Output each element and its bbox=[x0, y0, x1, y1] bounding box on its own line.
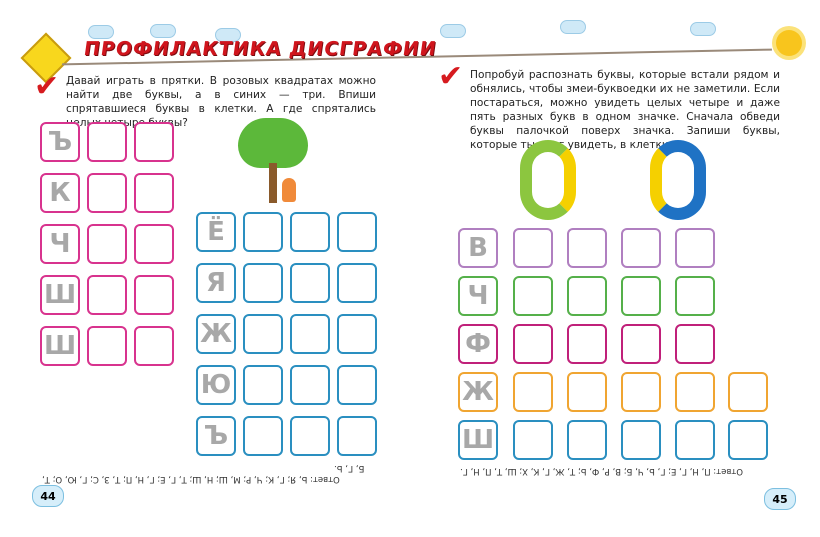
cloud-icon bbox=[88, 25, 114, 39]
letter-symbol: Ъ bbox=[196, 416, 236, 456]
green-snake-illustration bbox=[520, 140, 576, 220]
answer-box[interactable] bbox=[567, 228, 607, 268]
answer-box[interactable] bbox=[290, 416, 330, 456]
answer-box[interactable] bbox=[675, 420, 715, 460]
page-number-left: 44 bbox=[32, 485, 64, 507]
letter-symbol: Ч bbox=[458, 276, 498, 316]
answer-box[interactable] bbox=[337, 365, 377, 405]
page-title: ПРОФИЛАКТИКА ДИСГРАФИИ bbox=[82, 38, 439, 60]
cloud-icon bbox=[560, 20, 586, 34]
letter-symbol: Ф bbox=[458, 324, 498, 364]
answer-box[interactable] bbox=[513, 324, 553, 364]
answer-box[interactable] bbox=[621, 228, 661, 268]
answer-box[interactable] bbox=[675, 372, 715, 412]
left-answer-line2: Б, Г, Ь. bbox=[334, 463, 365, 473]
checkmark-icon: ✔ bbox=[34, 69, 60, 104]
answer-box[interactable] bbox=[513, 276, 553, 316]
answer-box[interactable] bbox=[513, 372, 553, 412]
answer-box[interactable] bbox=[134, 173, 174, 213]
answer-box[interactable] bbox=[567, 372, 607, 412]
answer-box[interactable] bbox=[337, 212, 377, 252]
answer-box[interactable] bbox=[337, 314, 377, 354]
answer-box[interactable] bbox=[87, 122, 127, 162]
answer-box[interactable] bbox=[337, 416, 377, 456]
cloud-icon bbox=[215, 28, 241, 42]
letter-symbol: В bbox=[458, 228, 498, 268]
letter-symbol: Ш bbox=[40, 326, 80, 366]
cloud-icon bbox=[150, 24, 176, 38]
answer-box[interactable] bbox=[243, 416, 283, 456]
answer-box[interactable] bbox=[513, 420, 553, 460]
letter-symbol: Ъ bbox=[40, 122, 80, 162]
sun-icon bbox=[776, 30, 802, 56]
answer-box[interactable] bbox=[728, 420, 768, 460]
answer-box[interactable] bbox=[728, 372, 768, 412]
right-task-text: Попробуй распознать буквы, которые встал… bbox=[470, 69, 780, 151]
answer-box[interactable] bbox=[621, 276, 661, 316]
answer-box[interactable] bbox=[87, 326, 127, 366]
answer-box[interactable] bbox=[621, 324, 661, 364]
cloud-icon bbox=[690, 22, 716, 36]
answer-box[interactable] bbox=[675, 324, 715, 364]
answer-box[interactable] bbox=[567, 420, 607, 460]
answer-box[interactable] bbox=[290, 263, 330, 303]
right-answer: Ответ: П, Н, Г, Е; Г, Ь, Ч, Б; В, Р, Ф, … bbox=[460, 466, 743, 476]
blue-snake-illustration bbox=[650, 140, 706, 220]
letter-symbol: Ё bbox=[196, 212, 236, 252]
answer-box[interactable] bbox=[87, 224, 127, 264]
letter-symbol: Ч bbox=[40, 224, 80, 264]
answer-box[interactable] bbox=[567, 276, 607, 316]
answer-box[interactable] bbox=[290, 314, 330, 354]
answer-box[interactable] bbox=[337, 263, 377, 303]
letter-symbol: Ш bbox=[40, 275, 80, 315]
tree-illustration bbox=[238, 118, 308, 203]
letter-symbol: Ш bbox=[458, 420, 498, 460]
letter-symbol: Ж bbox=[458, 372, 498, 412]
answer-box[interactable] bbox=[87, 275, 127, 315]
answer-box[interactable] bbox=[621, 420, 661, 460]
answer-box[interactable] bbox=[290, 365, 330, 405]
answer-box[interactable] bbox=[621, 372, 661, 412]
letter-symbol: Я bbox=[196, 263, 236, 303]
answer-box[interactable] bbox=[567, 324, 607, 364]
left-answer: Ответ: Ь, Я; Г, К; Ч, Р; М, Ш; Н, Ш; Т, … bbox=[42, 474, 340, 484]
left-task-text: Давай играть в прятки. В розовых квадрат… bbox=[66, 75, 376, 129]
answer-box[interactable] bbox=[243, 263, 283, 303]
answer-box[interactable] bbox=[243, 314, 283, 354]
letter-symbol: К bbox=[40, 173, 80, 213]
answer-box[interactable] bbox=[675, 228, 715, 268]
answer-box[interactable] bbox=[243, 365, 283, 405]
checkmark-icon: ✔ bbox=[438, 59, 464, 94]
answer-box[interactable] bbox=[134, 224, 174, 264]
letter-symbol: Ж bbox=[196, 314, 236, 354]
answer-box[interactable] bbox=[134, 326, 174, 366]
answer-box[interactable] bbox=[243, 212, 283, 252]
answer-box[interactable] bbox=[87, 173, 127, 213]
girl-illustration bbox=[282, 178, 296, 202]
answer-box[interactable] bbox=[290, 212, 330, 252]
letter-symbol: Ю bbox=[196, 365, 236, 405]
answer-box[interactable] bbox=[675, 276, 715, 316]
cloud-icon bbox=[440, 24, 466, 38]
answer-box[interactable] bbox=[134, 122, 174, 162]
answer-box[interactable] bbox=[134, 275, 174, 315]
answer-box[interactable] bbox=[513, 228, 553, 268]
page-number-right: 45 bbox=[764, 488, 796, 510]
